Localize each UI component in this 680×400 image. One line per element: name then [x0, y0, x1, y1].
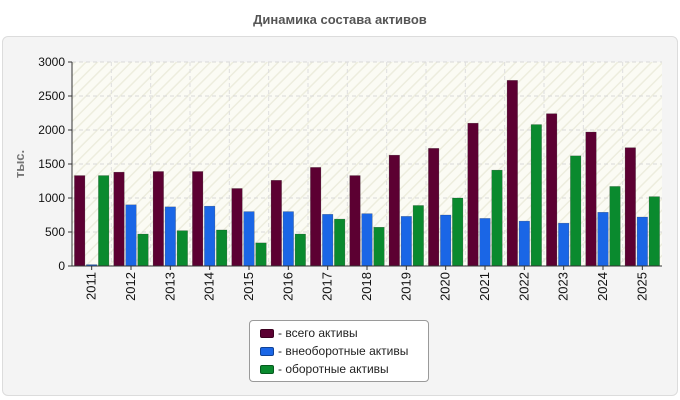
legend-item: - оборотные активы: [260, 360, 428, 378]
x-tick-label: 2022: [516, 272, 531, 301]
x-tick-label: 2019: [398, 272, 413, 301]
bar-2014-series-2: [204, 205, 216, 267]
x-tick-label: 2023: [556, 272, 571, 301]
bar-2011-series-3: [98, 175, 110, 267]
x-tick-label: 2012: [123, 272, 138, 301]
bar-2013-series-2: [164, 206, 176, 267]
legend-swatch: [260, 328, 274, 338]
bar-2022-series-2: [518, 220, 530, 267]
y-tick-label: 3000: [38, 55, 65, 69]
legend: - всего активы - внеоборотные активы - обо…: [249, 320, 429, 382]
bar-2017-series-1: [310, 167, 322, 267]
bar-2020-series-2: [440, 214, 452, 267]
bar-2021-series-3: [491, 169, 503, 267]
bar-2025-series-2: [636, 216, 648, 267]
y-tick-label: 1000: [38, 191, 65, 205]
x-tick-label: 2013: [162, 272, 177, 301]
bar-2018-series-2: [361, 213, 373, 267]
bar-2020-series-3: [452, 197, 464, 267]
legend-label: - внеоборотные активы: [278, 344, 409, 358]
bar-2016-series-2: [282, 211, 294, 267]
x-tick-label: 2016: [280, 272, 295, 301]
y-tick-label: 2500: [38, 89, 65, 103]
bar-2017-series-3: [334, 218, 346, 267]
bar-2018-series-1: [349, 175, 361, 267]
legend-label: - всего активы: [278, 326, 358, 340]
y-tick-label: 500: [45, 225, 65, 239]
bar-2016-series-3: [294, 233, 306, 267]
x-tick-label: 2024: [595, 272, 610, 301]
x-tick-label: 2020: [438, 272, 453, 301]
x-tick-label: 2021: [477, 272, 492, 301]
bar-2014-series-3: [216, 229, 228, 267]
x-tick-label: 2025: [634, 272, 649, 301]
bar-2024-series-1: [585, 131, 597, 267]
legend-item: - внеоборотные активы: [260, 342, 428, 360]
y-tick-label: 2000: [38, 123, 65, 137]
x-tick-label: 2015: [241, 272, 256, 301]
bar-2019-series-3: [412, 205, 424, 267]
x-tick-label: 2011: [84, 272, 99, 300]
x-tick-label: 2017: [320, 272, 335, 301]
bar-2020-series-1: [428, 148, 440, 267]
chart-title: Динамика состава активов: [253, 12, 427, 27]
bar-2013-series-3: [176, 230, 188, 267]
bar-2012-series-2: [125, 204, 137, 267]
bar-2019-series-1: [388, 154, 400, 267]
bar-2016-series-1: [270, 180, 282, 267]
bar-2012-series-1: [113, 171, 125, 267]
x-tick-label: 2014: [202, 272, 217, 301]
bar-2022-series-3: [530, 124, 542, 267]
bar-2025-series-3: [648, 196, 660, 267]
bar-2019-series-2: [400, 216, 412, 267]
bar-2023-series-1: [546, 113, 558, 267]
bar-2012-series-3: [137, 233, 149, 267]
bar-2022-series-1: [506, 80, 518, 267]
bar-2015-series-1: [231, 188, 243, 267]
legend-swatch: [260, 346, 274, 356]
bar-2015-series-2: [243, 211, 255, 267]
bar-2014-series-1: [192, 171, 204, 267]
bar-2013-series-1: [152, 171, 164, 267]
bar-2025-series-1: [624, 147, 636, 267]
x-tick-label: 2018: [359, 272, 374, 301]
bar-2021-series-1: [467, 122, 479, 267]
bar-2024-series-2: [597, 212, 609, 267]
bar-2021-series-2: [479, 218, 491, 267]
bar-2023-series-2: [558, 222, 570, 267]
bar-2024-series-3: [609, 186, 621, 267]
bar-2017-series-2: [322, 214, 334, 267]
legend-swatch: [260, 364, 274, 374]
legend-label: - оборотные активы: [278, 362, 389, 376]
bar-2023-series-3: [570, 155, 582, 267]
y-tick-label: 0: [58, 259, 65, 273]
bar-2018-series-3: [373, 226, 385, 267]
y-axis-label: тыс.: [12, 150, 27, 178]
bar-2011-series-1: [74, 175, 86, 267]
legend-item: - всего активы: [260, 324, 428, 342]
bar-2015-series-3: [255, 242, 267, 267]
y-tick-label: 1500: [38, 157, 65, 171]
